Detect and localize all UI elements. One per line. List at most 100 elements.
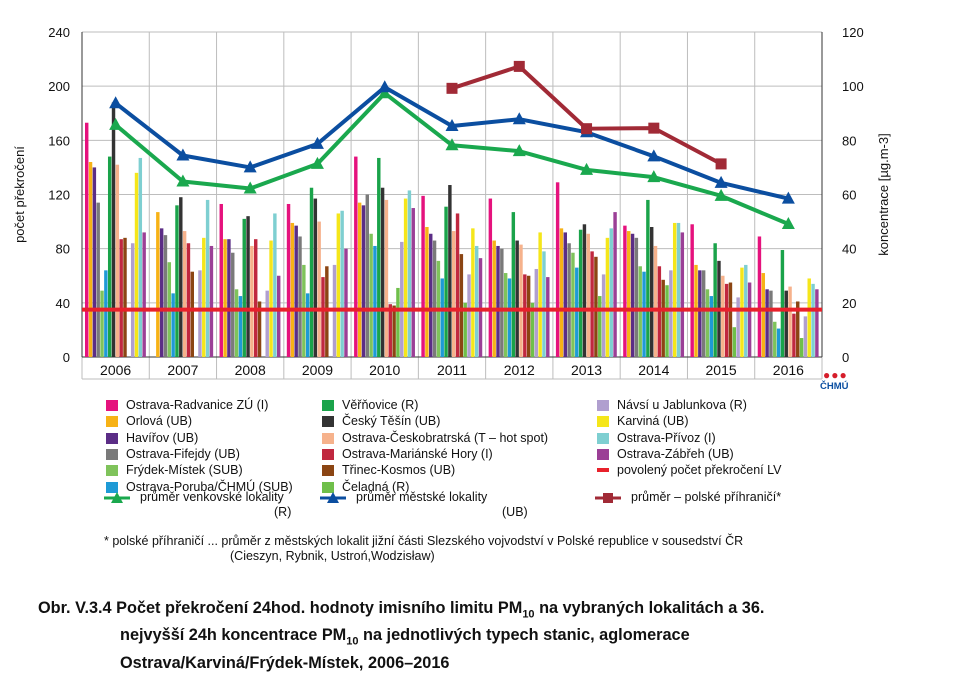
legend-swatch	[106, 448, 118, 460]
bar-2016-4	[769, 290, 773, 357]
legend-label: Čeladná (R)	[342, 479, 410, 494]
bar-2006-6	[104, 270, 108, 357]
x-tick-label: 2015	[706, 362, 737, 378]
x-tick-label: 2007	[167, 362, 198, 378]
triangle-marker-icon	[320, 492, 346, 503]
bar-2013-13	[601, 274, 606, 357]
bar-2013-8	[582, 224, 587, 357]
marker-2	[109, 96, 123, 109]
bar-2011-14	[471, 228, 475, 357]
bar-2008-16	[276, 275, 281, 357]
bar-2015-12	[732, 327, 737, 357]
triangle-marker-icon	[104, 492, 130, 503]
bar-2006-10	[119, 239, 123, 357]
bar-2014-1	[623, 225, 627, 357]
bar-2009-2	[290, 222, 295, 357]
bar-2015-11	[728, 282, 733, 357]
bar-2014-16	[680, 232, 685, 357]
marker-1	[512, 144, 526, 157]
bar-2008-1	[219, 203, 223, 357]
bar-2010-10	[388, 304, 392, 357]
bar-2007-3	[159, 228, 164, 357]
bar-2012-1	[488, 198, 493, 357]
caption-line-2: nejvyšší 24h koncentrace PM10 na jednotl…	[120, 626, 690, 648]
bar-2006-14	[134, 172, 139, 357]
x-tick-label: 2011	[437, 362, 467, 378]
legend-swatch	[322, 448, 334, 460]
x-tick-label: 2013	[571, 362, 602, 378]
legend-label: Ostrava-Fifejdy (UB)	[126, 446, 240, 461]
bar-2008-4	[231, 252, 235, 357]
y2-axis-title: koncentrace [µg.m-3]	[876, 133, 891, 255]
bar-2013-5	[571, 252, 575, 357]
footnote-line-2: (Cieszyn, Rybnik, Ustroń,Wodzisław)	[230, 549, 435, 563]
bar-2016-9	[788, 286, 792, 357]
bar-2014-13	[669, 270, 673, 357]
marker-3	[513, 60, 525, 72]
legend-label: Frýdek-Místek (SUB)	[126, 463, 243, 478]
x-tick-label: 2016	[773, 362, 804, 378]
legend-label: Třinec-Kosmos (UB)	[342, 463, 456, 478]
bar-2006-3	[92, 167, 97, 357]
bar-2008-3	[227, 239, 231, 357]
bar-2013-6	[575, 267, 579, 357]
bar-2006-2	[88, 162, 93, 357]
bar-2012-6	[507, 278, 512, 357]
legend-swatch	[322, 481, 334, 493]
bar-2012-15	[542, 251, 546, 357]
bar-2009-14	[336, 213, 341, 357]
bar-2008-8	[246, 216, 250, 357]
marker-2	[445, 118, 459, 131]
bar-2016-16	[815, 289, 819, 357]
y2-tick-label: 120	[842, 25, 864, 40]
bar-2009-6	[305, 293, 310, 357]
bar-2011-12	[463, 302, 467, 357]
bar-2016-6	[776, 328, 781, 357]
marker-3	[715, 158, 727, 170]
bar-2015-6	[709, 296, 714, 357]
bar-2012-13	[534, 268, 539, 357]
bar-2015-1	[690, 224, 694, 357]
legend-swatch	[322, 400, 334, 411]
bar-2012-8	[515, 240, 519, 357]
marker-1	[109, 117, 123, 130]
bar-2011-7	[444, 206, 448, 357]
marker-1	[580, 162, 594, 175]
legend-label: Orlová (UB)	[126, 414, 192, 429]
bar-2006-7	[107, 156, 112, 357]
bar-2013-10	[590, 251, 594, 357]
chmu-logo-text: ČHMÚ	[820, 381, 849, 392]
legend-swatch	[597, 448, 609, 460]
square-marker-icon	[595, 493, 621, 503]
bar-2006-5	[100, 290, 104, 357]
bar-2016-5	[773, 321, 777, 357]
bar-2014-4	[634, 237, 639, 357]
legend-label: Věřňovice (R)	[342, 398, 419, 412]
bar-2006-9	[115, 164, 120, 357]
bar-2013-7	[578, 229, 583, 357]
bar-2007-15	[205, 199, 210, 357]
legend-swatch	[106, 465, 118, 477]
legend-label: Ostrava-Přívoz (I)	[617, 430, 716, 445]
bar-2006-11	[123, 237, 127, 357]
bar-2010-3	[361, 205, 366, 357]
bar-2007-8	[179, 197, 183, 357]
legend-label: Havířov (UB)	[126, 430, 199, 445]
bar-2012-7	[511, 212, 516, 357]
bar-2012-5	[503, 273, 508, 357]
bar-2010-1	[354, 156, 358, 357]
x-tick-label: 2014	[638, 362, 669, 378]
legend-sublabel: (UB)	[502, 505, 528, 519]
legend-swatch	[322, 432, 334, 444]
bar-2007-11	[190, 271, 194, 357]
bar-2014-6	[642, 271, 646, 357]
bar-2013-15	[609, 228, 613, 357]
marker-3	[648, 122, 660, 134]
y-tick-label: 80	[56, 242, 70, 257]
y-tick-label: 0	[63, 350, 70, 365]
y-tick-label: 160	[48, 133, 70, 148]
bar-2015-7	[713, 243, 717, 357]
bar-2012-2	[492, 240, 496, 357]
bar-2014-15	[676, 222, 681, 357]
bar-2016-1	[757, 236, 762, 357]
